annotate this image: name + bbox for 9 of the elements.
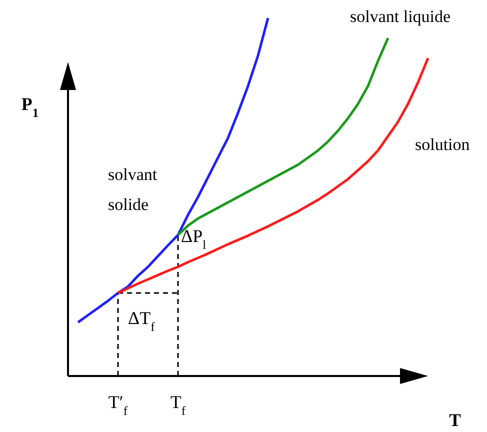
- x-axis-title: T: [448, 410, 462, 430]
- annotation: ΔT$_{f}$: [128, 308, 156, 334]
- x-tick-label: T′$_{f}$: [108, 392, 128, 418]
- y-axis-title: P$_{1}$: [21, 94, 39, 120]
- series-label: solvant solide: [108, 165, 158, 214]
- x-tick-label: T$_{f}$: [170, 392, 186, 418]
- series-label: solvant liquide: [350, 7, 451, 26]
- annotation: ΔP$_{l}$: [181, 226, 207, 252]
- series-label: solution: [415, 135, 470, 154]
